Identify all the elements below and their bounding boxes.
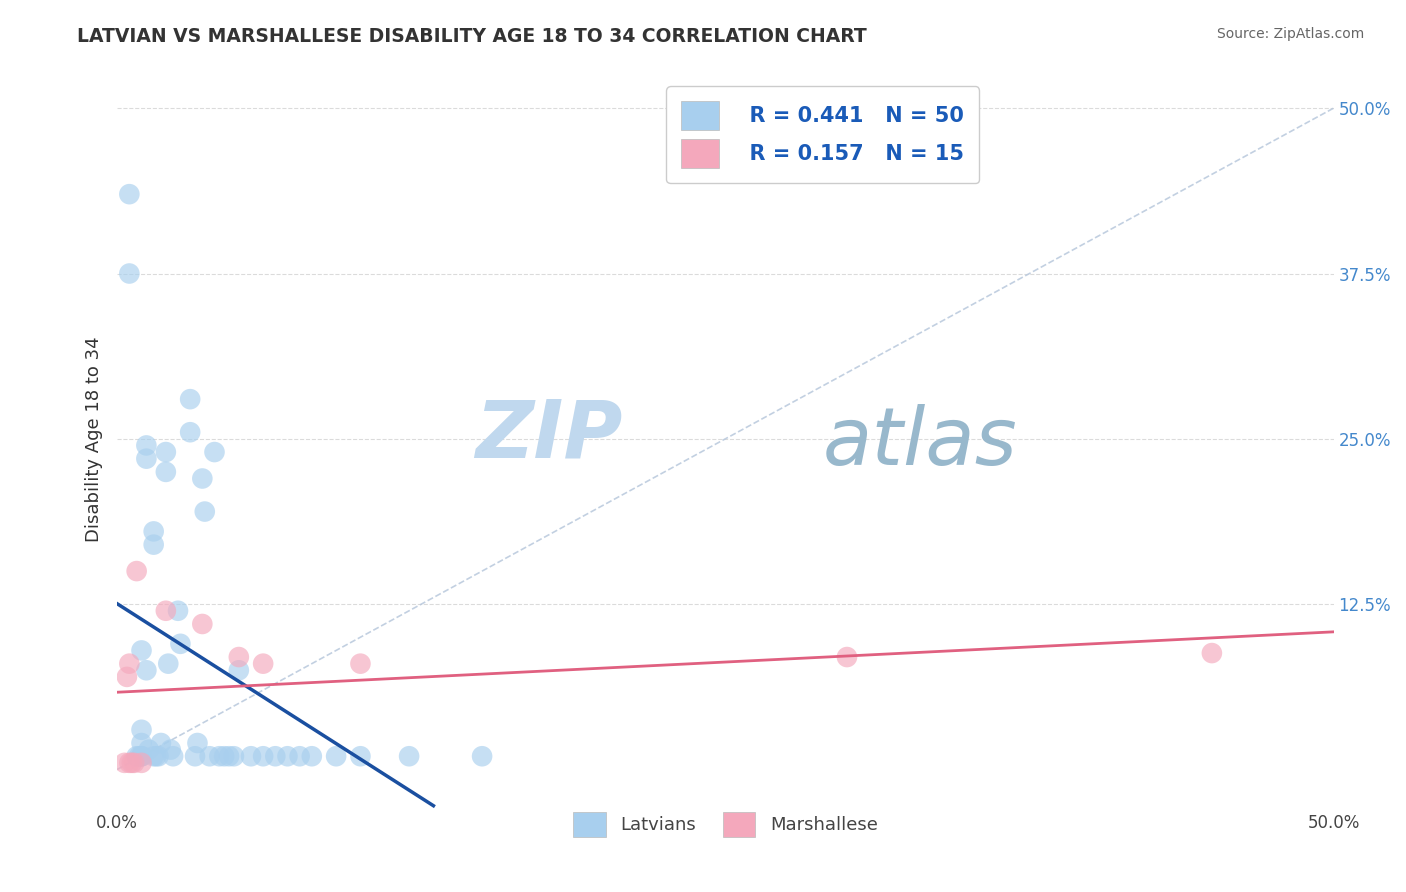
Point — [145, 749, 167, 764]
Point — [198, 749, 221, 764]
Point — [131, 736, 153, 750]
Text: ZIP: ZIP — [475, 396, 621, 475]
Point — [142, 749, 165, 764]
Point — [276, 749, 298, 764]
Point — [148, 749, 170, 764]
Point — [228, 663, 250, 677]
Point — [135, 438, 157, 452]
Point — [325, 749, 347, 764]
Point — [138, 742, 160, 756]
Point — [191, 471, 214, 485]
Point — [131, 749, 153, 764]
Point — [142, 538, 165, 552]
Point — [222, 749, 245, 764]
Point — [218, 749, 240, 764]
Point — [135, 451, 157, 466]
Point — [125, 564, 148, 578]
Point — [122, 756, 145, 770]
Point — [252, 749, 274, 764]
Point — [155, 604, 177, 618]
Point — [349, 749, 371, 764]
Point — [212, 749, 235, 764]
Point — [142, 524, 165, 539]
Point — [264, 749, 287, 764]
Point — [121, 756, 143, 770]
Point — [118, 267, 141, 281]
Point — [131, 749, 153, 764]
Point — [186, 736, 208, 750]
Point — [131, 749, 153, 764]
Point — [118, 756, 141, 770]
Point — [118, 187, 141, 202]
Point — [131, 756, 153, 770]
Point — [301, 749, 323, 764]
Point — [128, 749, 150, 764]
Point — [194, 505, 217, 519]
Point — [398, 749, 420, 764]
Point — [204, 445, 226, 459]
Point — [208, 749, 231, 764]
Point — [159, 742, 181, 756]
Text: atlas: atlas — [823, 403, 1018, 482]
Point — [835, 650, 858, 665]
Point — [1201, 646, 1223, 660]
Point — [349, 657, 371, 671]
Point — [288, 749, 311, 764]
Point — [252, 657, 274, 671]
Point — [162, 749, 184, 764]
Point — [131, 723, 153, 737]
Point — [131, 643, 153, 657]
Y-axis label: Disability Age 18 to 34: Disability Age 18 to 34 — [86, 336, 103, 541]
Point — [135, 663, 157, 677]
Point — [169, 637, 191, 651]
Point — [179, 392, 201, 406]
Point — [149, 736, 172, 750]
Point — [125, 749, 148, 764]
Point — [240, 749, 263, 764]
Text: LATVIAN VS MARSHALLESE DISABILITY AGE 18 TO 34 CORRELATION CHART: LATVIAN VS MARSHALLESE DISABILITY AGE 18… — [77, 27, 868, 45]
Point — [155, 445, 177, 459]
Point — [155, 465, 177, 479]
Point — [167, 604, 190, 618]
Point — [115, 670, 138, 684]
Point — [114, 756, 136, 770]
Point — [191, 617, 214, 632]
Point — [179, 425, 201, 440]
Point — [118, 657, 141, 671]
Text: Source: ZipAtlas.com: Source: ZipAtlas.com — [1216, 27, 1364, 41]
Point — [184, 749, 207, 764]
Point — [228, 650, 250, 665]
Point — [471, 749, 494, 764]
Legend: Latvians, Marshallese: Latvians, Marshallese — [565, 805, 884, 845]
Point — [157, 657, 180, 671]
